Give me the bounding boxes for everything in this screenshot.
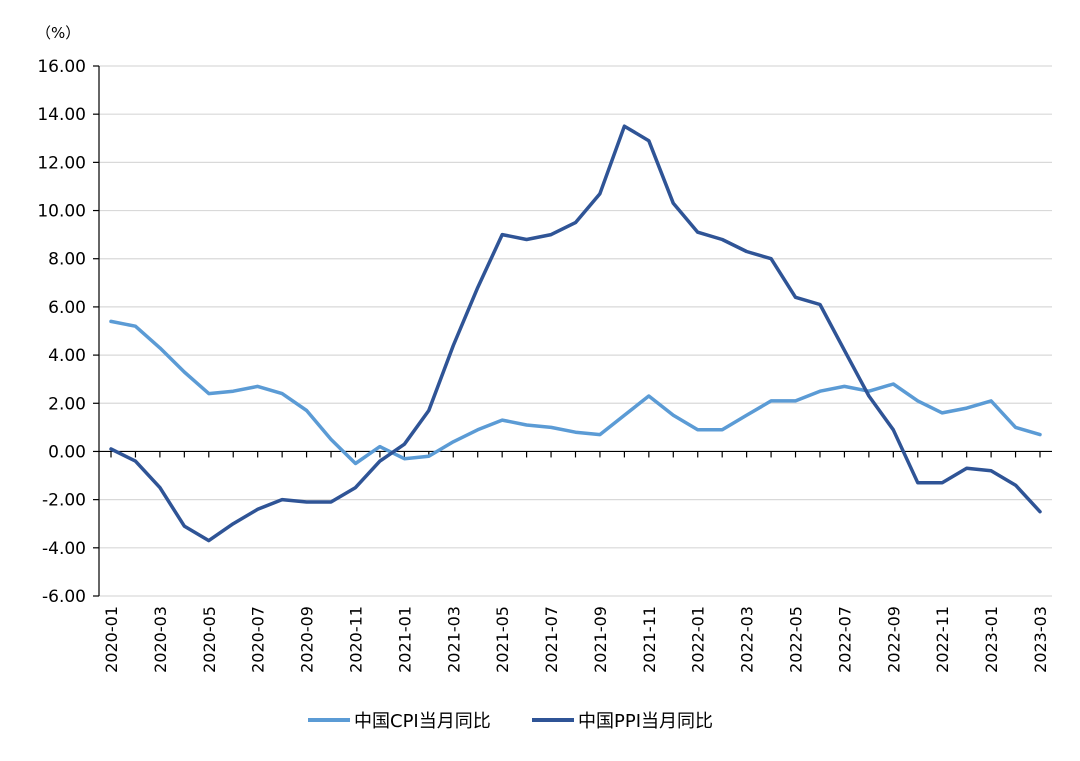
x-tick-label: 2021-03 — [444, 606, 463, 673]
x-tick-label: 2021-07 — [542, 606, 561, 673]
y-tick-label: -6.00 — [42, 587, 86, 607]
axes — [93, 65, 1052, 597]
y-tick-label: 4.00 — [48, 346, 86, 366]
y-tick-label: 10.00 — [37, 202, 86, 222]
x-tick-label: 2022-09 — [884, 606, 903, 673]
y-axis-unit-label: （%） — [36, 24, 80, 42]
y-tick-label: 16.00 — [37, 57, 86, 77]
x-tick-label: 2021-01 — [395, 606, 414, 673]
x-tick-labels: 2020-01 2020-03 2020-05 2020-07 2020-09 2020-… — [102, 606, 1050, 673]
x-tick-label: 2022-03 — [738, 606, 757, 673]
x-tick-label: 2020-09 — [298, 606, 317, 673]
legend-label-ppi: 中国PPI当月同比 — [578, 711, 713, 732]
y-tick-label: 8.00 — [48, 250, 86, 270]
y-tick-label: -2.00 — [42, 491, 86, 511]
x-tick-label: 2020-07 — [249, 606, 268, 673]
x-tick-label: 2022-01 — [689, 606, 708, 673]
y-tick-label: 6.00 — [48, 298, 86, 318]
y-tick-label: -4.00 — [42, 539, 86, 559]
x-tick-label: 2023-01 — [982, 606, 1001, 673]
x-tick-label: 2021-11 — [640, 606, 659, 673]
series-line-ppi — [109, 124, 1042, 543]
y-tick-label: 0.00 — [48, 442, 86, 462]
series-line-cpi — [109, 319, 1042, 466]
x-tick-label: 2021-05 — [493, 606, 512, 673]
y-tick-labels: 16.00 14.00 12.00 10.00 8.00 6.00 4.00 2.00 0.00… — [37, 57, 86, 607]
gridlines — [99, 65, 1052, 597]
y-tick-label: 2.00 — [48, 394, 86, 414]
x-tick-label: 2022-11 — [933, 606, 952, 673]
x-tick-label: 2020-11 — [346, 606, 365, 673]
x-tick-label: 2021-09 — [591, 606, 610, 673]
y-tick-label: 12.00 — [37, 153, 86, 173]
x-tick-label: 2020-05 — [200, 606, 219, 673]
x-tick-label: 2022-05 — [787, 606, 806, 673]
x-tick-label: 2020-03 — [151, 606, 170, 673]
x-tick-label: 2022-07 — [835, 606, 854, 673]
legend: 中国CPI当月同比 中国PPI当月同比 — [308, 711, 713, 732]
legend-label-cpi: 中国CPI当月同比 — [354, 711, 491, 732]
series-lines — [109, 124, 1042, 543]
x-tick-label: 2023-03 — [1031, 606, 1050, 673]
x-tick-label: 2020-01 — [102, 606, 121, 673]
y-tick-label: 14.00 — [37, 105, 86, 125]
